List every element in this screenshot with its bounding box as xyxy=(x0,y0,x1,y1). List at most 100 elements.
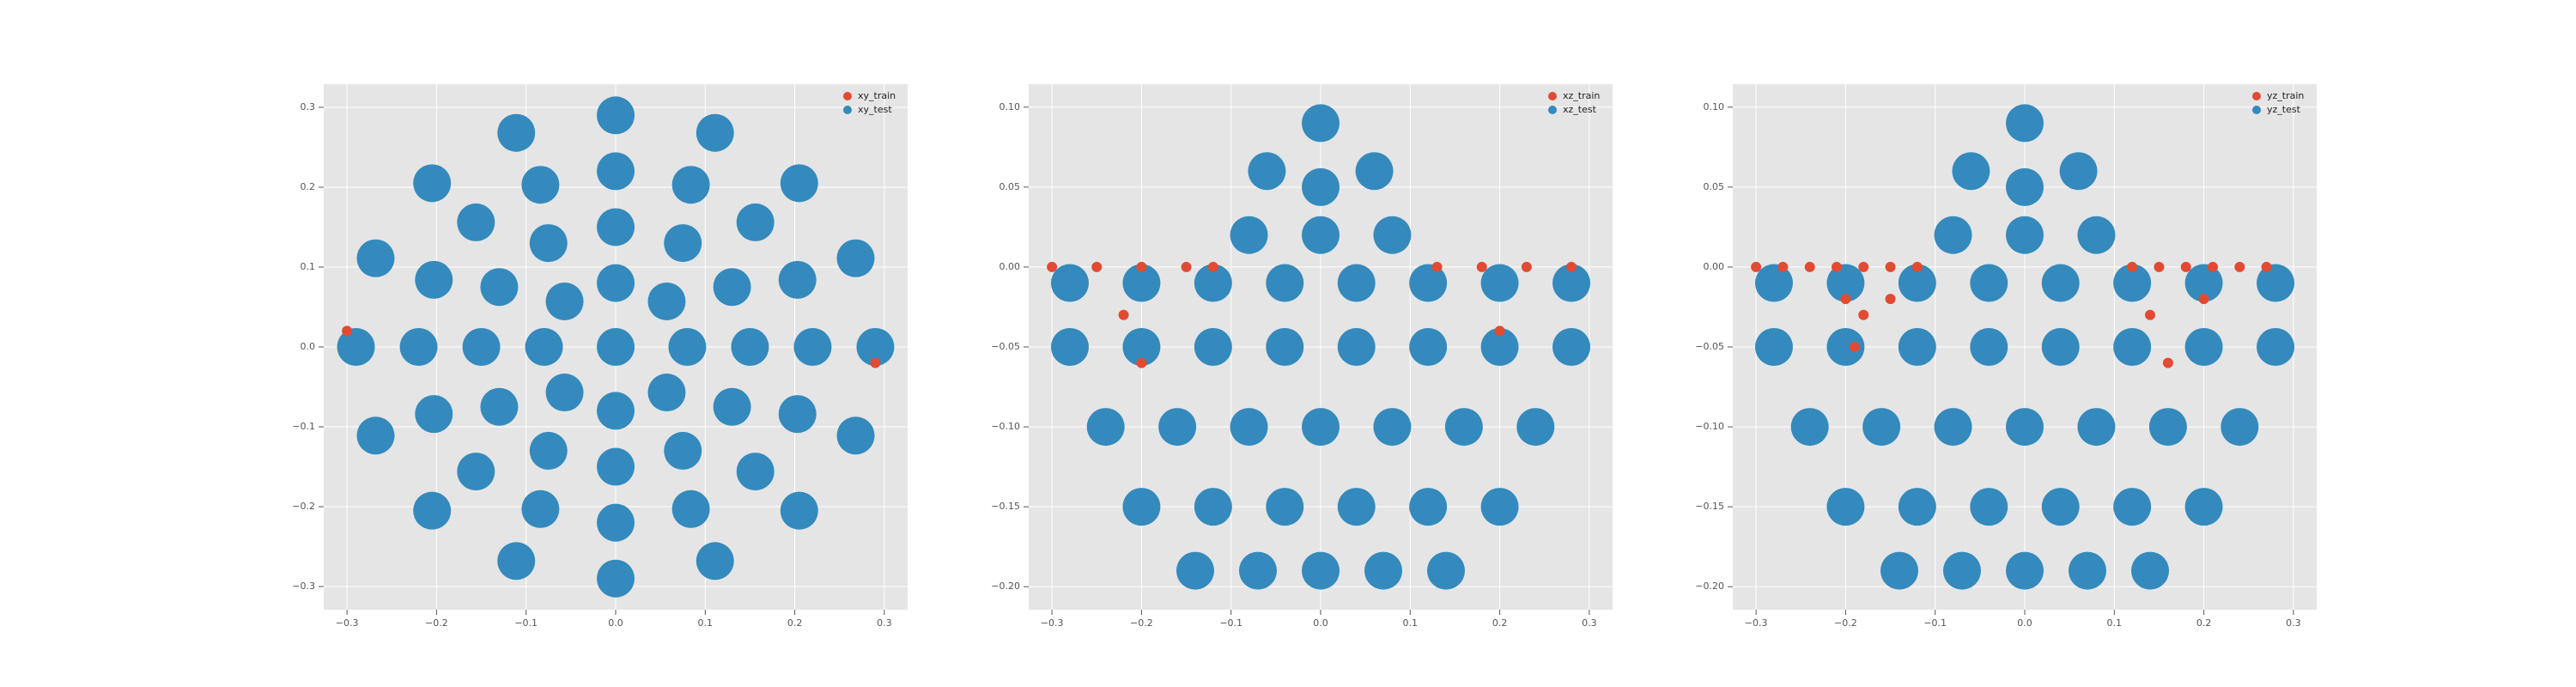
x-tick-label: 0.2 xyxy=(2196,617,2212,629)
point xyxy=(1248,152,1286,191)
point xyxy=(597,152,635,191)
point xyxy=(1970,328,2008,366)
point xyxy=(1266,488,1304,526)
point xyxy=(1444,408,1483,447)
point xyxy=(1970,264,2008,302)
point xyxy=(1050,264,1089,302)
point xyxy=(1122,264,1161,302)
point xyxy=(1047,261,1058,272)
point xyxy=(736,453,775,491)
point xyxy=(1136,357,1147,368)
point xyxy=(1207,261,1218,272)
point xyxy=(2113,328,2152,366)
point xyxy=(356,416,395,455)
point xyxy=(1480,328,1519,366)
point xyxy=(664,431,702,470)
point xyxy=(664,224,702,263)
point xyxy=(2041,488,2080,526)
legend-label: xz_train xyxy=(1563,90,1600,101)
point xyxy=(1552,264,1591,302)
point xyxy=(597,96,635,135)
point xyxy=(2180,261,2191,272)
legend-marker xyxy=(843,92,852,100)
point xyxy=(1754,264,1793,302)
point xyxy=(1885,294,1896,305)
legend-label: yz_test xyxy=(2267,104,2301,115)
y-tick-label: −0.10 xyxy=(1695,421,1724,432)
x-tick-label: −0.2 xyxy=(1834,617,1857,629)
x-tick-label: −0.3 xyxy=(1745,617,1768,629)
point xyxy=(1826,264,1865,302)
point xyxy=(647,282,686,320)
point xyxy=(1880,551,1918,590)
point xyxy=(1266,264,1304,302)
point xyxy=(525,328,563,366)
point xyxy=(337,328,375,366)
point xyxy=(1431,261,1443,272)
axes: −0.3 −0.2 −0.1 0.0 0.1 0.2 0.3 −0.20 −0.15 −0.10 −… xyxy=(991,84,1613,629)
point xyxy=(2154,261,2165,272)
y-tick-label: −0.3 xyxy=(292,581,315,592)
point xyxy=(2006,167,2044,206)
point xyxy=(413,164,452,203)
point xyxy=(521,489,560,528)
point xyxy=(1302,408,1340,447)
point xyxy=(1849,342,1860,352)
y-tick-label: −0.15 xyxy=(1695,501,1724,512)
point xyxy=(671,489,710,528)
point xyxy=(1480,264,1519,302)
y-tick-label: 0.3 xyxy=(301,101,316,112)
point xyxy=(1355,152,1394,191)
point xyxy=(2184,264,2223,302)
x-tick-label: 0.0 xyxy=(2017,617,2032,629)
point xyxy=(497,113,536,152)
y-tick-label: −0.10 xyxy=(991,421,1020,432)
point xyxy=(597,559,635,598)
point xyxy=(2041,264,2080,302)
y-tick-label: −0.20 xyxy=(991,581,1020,592)
point xyxy=(1302,104,1340,143)
point xyxy=(1050,328,1089,366)
legend-label: xz_test xyxy=(1563,104,1597,115)
point xyxy=(2006,104,2044,143)
axes: −0.3 −0.2 −0.1 0.0 0.1 0.2 0.3 −0.20 −0.15 −0.10 −… xyxy=(1695,84,2317,629)
point xyxy=(1194,328,1232,366)
point xyxy=(1158,408,1197,447)
point xyxy=(1409,488,1448,526)
point xyxy=(2077,408,2116,447)
point xyxy=(2162,357,2173,368)
point xyxy=(2257,328,2295,366)
point xyxy=(2131,551,2170,590)
point xyxy=(2257,264,2295,302)
point xyxy=(597,447,635,486)
points xyxy=(337,96,895,598)
point xyxy=(870,357,881,368)
point xyxy=(2077,216,2116,254)
y-tick-label: 0.05 xyxy=(1704,181,1725,192)
point xyxy=(1086,408,1125,447)
y-tick-label: 0.2 xyxy=(301,181,316,192)
point xyxy=(713,268,751,307)
point xyxy=(1091,261,1103,272)
point xyxy=(462,328,501,366)
point xyxy=(1238,551,1277,590)
y-tick-label: −0.05 xyxy=(1695,341,1724,352)
point xyxy=(1566,261,1577,272)
point xyxy=(1181,261,1192,272)
y-tick-label: −0.2 xyxy=(292,501,315,512)
point xyxy=(1911,261,1923,272)
point xyxy=(780,491,818,530)
point xyxy=(1898,488,1936,526)
point xyxy=(1337,328,1376,366)
legend-marker xyxy=(1548,106,1557,114)
point xyxy=(778,260,817,299)
x-tick-label: −0.1 xyxy=(514,617,538,629)
y-tick-label: 0.1 xyxy=(301,261,316,272)
point xyxy=(778,395,817,434)
point xyxy=(480,268,519,307)
x-tick-label: −0.1 xyxy=(1219,617,1242,629)
point xyxy=(1840,294,1851,305)
point xyxy=(1373,408,1412,447)
point xyxy=(413,491,452,530)
y-tick-label: 0.10 xyxy=(999,101,1021,112)
